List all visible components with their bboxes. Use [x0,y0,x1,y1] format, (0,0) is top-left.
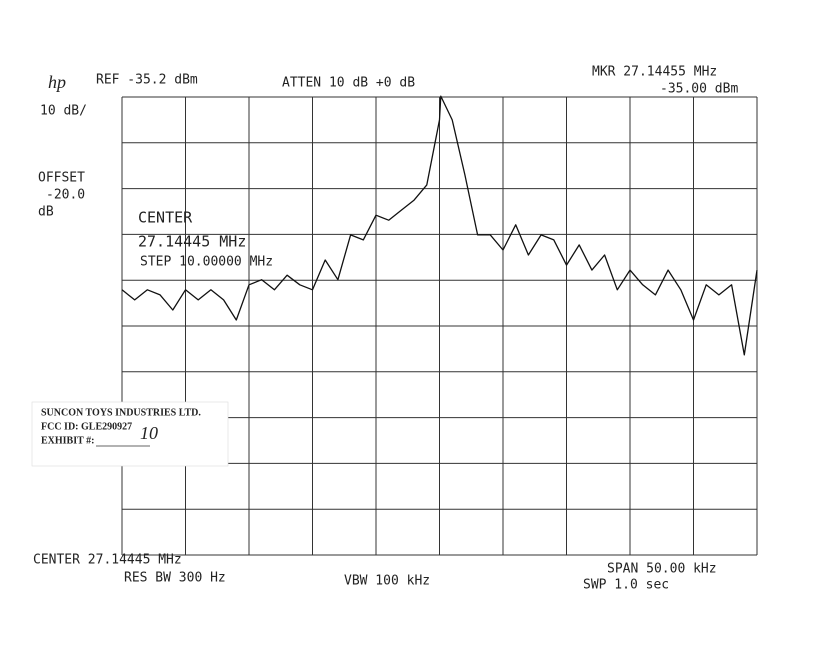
annotation: VBW 100 kHz [344,574,430,589]
annotation: REF -35.2 dBm [96,73,198,88]
annotation: SPAN 50.00 kHz [607,562,717,577]
trace [121,95,758,356]
annotation: dB [38,205,54,220]
annotation: CENTER [138,209,193,227]
stamp-exhibit: EXHIBIT #: [41,435,94,446]
annotation: STEP 10.00000 MHz [140,255,273,270]
graticule [121,96,758,556]
logo: hp [48,72,66,92]
stamp-fcc: FCC ID: GLE290927 [41,421,132,432]
annotation: 10 dB/ [40,104,87,119]
annotation: -35.00 dBm [660,82,738,97]
annotation: ATTEN 10 dB +0 dB [282,76,415,91]
annotation: 27.14445 MHz [138,233,246,251]
annotation: OFFSET [38,171,85,186]
stamp-company: SUNCON TOYS INDUSTRIES LTD. [41,407,201,418]
annotation: RES BW 300 Hz [124,571,226,586]
annotation: CENTER 27.14445 MHz [33,553,182,568]
annotation: MKR 27.14455 MHz [592,65,717,80]
annotation: -20.0 [46,188,85,203]
stamp-exhibit-number: 10 [140,423,158,443]
annotation: SWP 1.0 sec [583,578,669,593]
stamp-box [31,401,229,467]
